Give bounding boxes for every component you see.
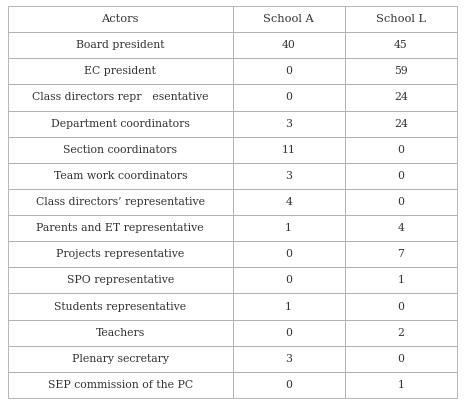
Text: 4: 4 [398,223,404,233]
Bar [232,111,345,137]
Text: 24: 24 [394,93,408,103]
Text: 1: 1 [285,223,292,233]
Bar [232,267,345,293]
Bar [8,346,232,372]
Bar [345,189,457,215]
Text: 0: 0 [398,354,405,364]
Bar [232,6,345,32]
Text: 11: 11 [282,145,296,155]
Bar [8,293,232,320]
Bar [8,267,232,293]
Text: Projects representative: Projects representative [56,249,185,259]
Text: 4: 4 [285,197,292,207]
Text: 2: 2 [398,328,405,338]
Text: 0: 0 [398,171,405,181]
Bar [232,163,345,189]
Bar [345,215,457,241]
Text: 7: 7 [398,249,404,259]
Bar [8,84,232,111]
Text: 0: 0 [398,197,405,207]
Text: 1: 1 [398,276,405,285]
Text: Parents and ET representative: Parents and ET representative [36,223,204,233]
Text: 45: 45 [394,40,408,50]
Text: SEP commission of the PC: SEP commission of the PC [48,380,193,390]
Bar [232,241,345,267]
Bar [345,6,457,32]
Text: 0: 0 [285,380,292,390]
Text: School L: School L [376,14,426,24]
Bar [345,32,457,58]
Text: 0: 0 [285,328,292,338]
Bar [8,372,232,398]
Bar [8,189,232,215]
Text: 0: 0 [285,93,292,103]
Bar [8,111,232,137]
Bar [345,372,457,398]
Text: Board president: Board president [76,40,165,50]
Text: 3: 3 [285,119,292,128]
Text: Team work coordinators: Team work coordinators [53,171,187,181]
Text: Department coordinators: Department coordinators [51,119,190,128]
Text: Teachers: Teachers [96,328,145,338]
Bar [345,84,457,111]
Text: 40: 40 [282,40,296,50]
Text: Section coordinators: Section coordinators [63,145,177,155]
Text: 3: 3 [285,171,292,181]
Text: 0: 0 [398,145,405,155]
Text: SPO representative: SPO representative [66,276,174,285]
Text: Class directors’ representative: Class directors’ representative [36,197,205,207]
Bar [345,58,457,84]
Bar [232,58,345,84]
Bar [8,241,232,267]
Bar [345,137,457,163]
Text: School A: School A [263,14,314,24]
Text: 3: 3 [285,354,292,364]
Text: 24: 24 [394,119,408,128]
Bar [232,320,345,346]
Bar [345,320,457,346]
Bar [345,111,457,137]
Bar [232,215,345,241]
Bar [8,215,232,241]
Text: 1: 1 [398,380,405,390]
Bar [8,163,232,189]
Bar [345,241,457,267]
Bar [8,137,232,163]
Text: 0: 0 [285,249,292,259]
Text: 0: 0 [285,66,292,76]
Bar [232,293,345,320]
Bar [232,84,345,111]
Bar [8,58,232,84]
Text: 0: 0 [398,301,405,311]
Text: EC president: EC president [84,66,156,76]
Text: Actors: Actors [101,14,139,24]
Bar [8,6,232,32]
Bar [345,346,457,372]
Bar [232,32,345,58]
Text: Plenary secretary: Plenary secretary [72,354,169,364]
Text: Class directors repr esentative: Class directors repr esentative [32,93,208,103]
Bar [232,137,345,163]
Bar [345,293,457,320]
Text: 59: 59 [394,66,408,76]
Bar [345,267,457,293]
Bar [8,320,232,346]
Bar [345,163,457,189]
Text: 0: 0 [285,276,292,285]
Text: 1: 1 [285,301,292,311]
Bar [8,32,232,58]
Text: Students representative: Students representative [54,301,186,311]
Bar [232,346,345,372]
Bar [232,372,345,398]
Bar [232,189,345,215]
